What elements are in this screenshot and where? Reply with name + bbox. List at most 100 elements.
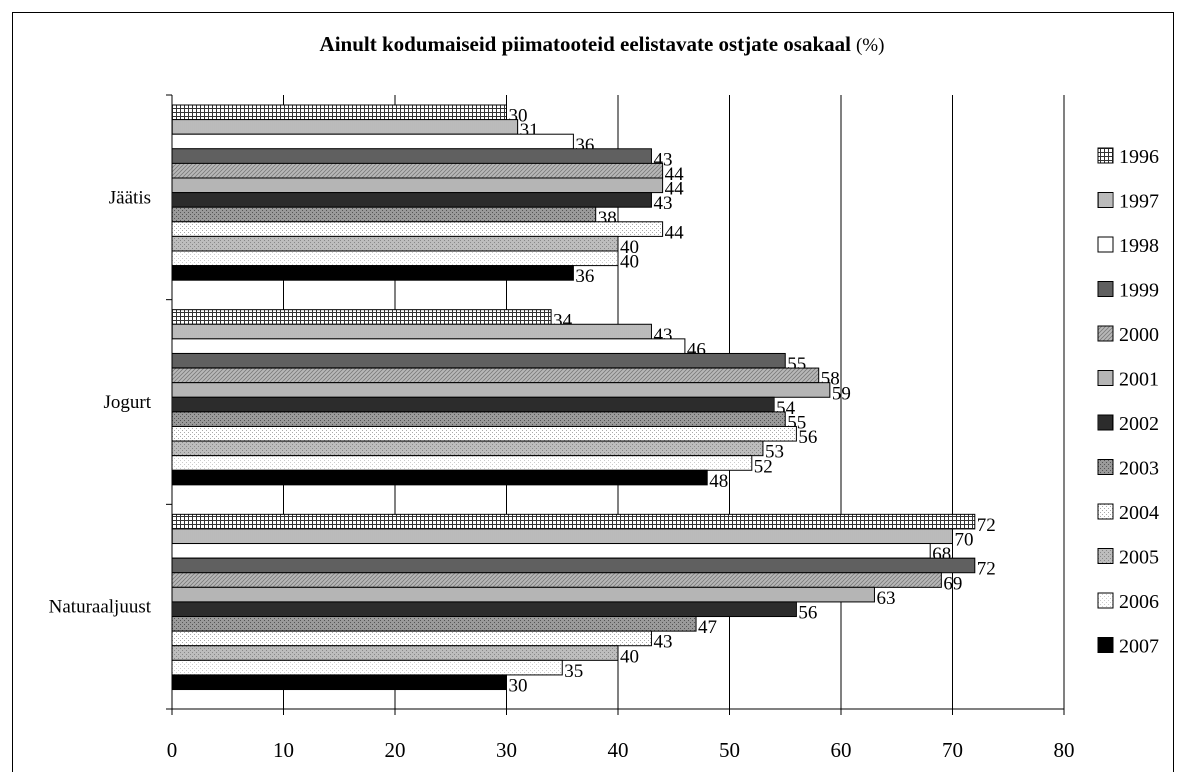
bar-2007-1	[171, 469, 708, 486]
bar-1998-0	[171, 133, 574, 150]
bar-2000-0	[171, 162, 664, 179]
bar-1999-2	[171, 557, 976, 574]
data-label-2005-0: 40	[620, 237, 639, 258]
bar-2003-1	[171, 411, 786, 427]
legend-swatch-2003	[1097, 459, 1114, 475]
legend-swatch-1999	[1097, 281, 1114, 297]
bar-2001-1	[171, 382, 831, 398]
data-label-2000-0: 44	[665, 164, 685, 185]
bar-2001-2	[171, 586, 875, 603]
data-label-2004-2: 43	[653, 632, 672, 653]
data-label-2002-0: 43	[653, 193, 672, 214]
data-label-2001-1: 59	[832, 383, 851, 404]
data-label-2001-0: 44	[665, 179, 685, 200]
legend-swatch-2000	[1097, 325, 1114, 342]
legend-swatch-2006	[1097, 592, 1114, 609]
legend: 1996 1997 1998 1999 2000 2001 2002 2003 2004 2005…	[1097, 146, 1159, 658]
axes: Jäätis Jogurt Naturaaljuust 0 10 20 30 40 50 60 70…	[49, 94, 1075, 762]
data-label-2007-0: 36	[575, 266, 594, 287]
data-label-2005-2: 40	[620, 646, 639, 667]
legend-swatch-1998	[1097, 236, 1114, 253]
bar-2002-1	[171, 396, 775, 413]
bar-2006-0	[171, 250, 619, 267]
legend-label-1998: 1998	[1119, 235, 1159, 257]
category-label: Jäätis	[109, 187, 151, 208]
chart-title-unit: (%)	[856, 35, 884, 56]
bar-2007-2	[171, 674, 507, 691]
legend-label-2005: 2005	[1119, 547, 1159, 569]
legend-label-2007: 2007	[1119, 636, 1159, 658]
legend-label-2004: 2004	[1119, 502, 1159, 524]
x-tick-label: 30	[496, 738, 517, 762]
legend-label-2003: 2003	[1119, 458, 1159, 480]
data-label-2007-2: 30	[509, 676, 528, 697]
x-tick-label: 80	[1054, 738, 1075, 762]
bar-2005-2	[171, 645, 619, 661]
bar-2004-1	[171, 425, 797, 442]
bar-2004-2	[171, 630, 652, 647]
x-tick-label: 10	[273, 738, 294, 762]
legend-label-2000: 2000	[1119, 324, 1159, 346]
bar-2002-0	[171, 192, 652, 208]
x-tick-label: 40	[608, 738, 629, 762]
legend-swatch-1996	[1097, 147, 1114, 164]
legend-swatch-2004	[1097, 503, 1114, 520]
legend-label-2001: 2001	[1119, 369, 1159, 391]
bar-2000-2	[171, 572, 942, 588]
bar-1999-0	[171, 148, 652, 164]
data-label-2000-2: 69	[943, 573, 962, 594]
data-label-2006-2: 35	[564, 661, 583, 682]
bar-2003-2	[171, 616, 697, 632]
bar-2005-0	[171, 235, 619, 252]
category-label: Naturaaljuust	[49, 597, 152, 618]
x-tick-label: 20	[385, 738, 406, 762]
legend-label-1999: 1999	[1119, 280, 1159, 302]
bar-1997-2	[171, 528, 953, 545]
x-tick-label: 70	[942, 738, 963, 762]
category-label: Jogurt	[104, 392, 152, 413]
legend-label-2002: 2002	[1119, 413, 1159, 435]
bar-2000-1	[171, 367, 820, 384]
chart-title: Ainult kodumaiseid piimatooteid eelistav…	[320, 32, 885, 56]
bar-1996-1	[171, 309, 552, 325]
bar-series: 3031364344444338444040363443465558595455…	[171, 104, 996, 697]
data-label-2004-0: 44	[665, 222, 685, 243]
data-label-2005-1: 53	[765, 442, 784, 463]
bar-2006-2	[171, 659, 563, 676]
bar-2003-0	[171, 206, 597, 223]
x-tick-label: 50	[719, 738, 740, 762]
legend-label-1997: 1997	[1119, 191, 1159, 213]
bar-1997-1	[171, 323, 652, 340]
bar-1997-0	[171, 119, 519, 135]
bar-2006-1	[171, 455, 753, 471]
data-label-2001-2: 63	[876, 588, 895, 609]
x-tick-label: 0	[167, 738, 178, 762]
data-label-1999-2: 72	[977, 559, 996, 580]
legend-swatch-2002	[1097, 414, 1114, 431]
legend-swatch-1997	[1097, 192, 1114, 208]
bar-2001-0	[171, 177, 664, 194]
bar-1998-2	[171, 543, 931, 559]
data-label-2002-2: 56	[798, 603, 817, 624]
bar-2005-1	[171, 440, 764, 457]
data-label-2007-1: 48	[709, 471, 728, 492]
bar-1996-2	[171, 513, 976, 530]
legend-label-2006: 2006	[1119, 591, 1159, 613]
bar-2004-0	[171, 221, 664, 237]
data-label-2003-2: 47	[698, 617, 717, 638]
chart-title-text: Ainult kodumaiseid piimatooteid eelistav…	[320, 32, 852, 56]
bar-1999-1	[171, 352, 786, 369]
legend-swatch-2007	[1097, 637, 1114, 653]
chart-frame	[12, 12, 1174, 772]
data-label-2004-1: 56	[798, 427, 817, 448]
bar-1998-1	[171, 338, 686, 354]
legend-swatch-2001	[1097, 370, 1114, 386]
legend-swatch-2005	[1097, 548, 1114, 564]
bar-1996-0	[171, 104, 507, 121]
data-label-2006-0: 40	[620, 252, 639, 273]
x-tick-label: 60	[831, 738, 852, 762]
data-label-1996-2: 72	[977, 515, 996, 536]
data-label-1997-2: 70	[955, 530, 974, 551]
bar-2007-0	[171, 265, 574, 281]
